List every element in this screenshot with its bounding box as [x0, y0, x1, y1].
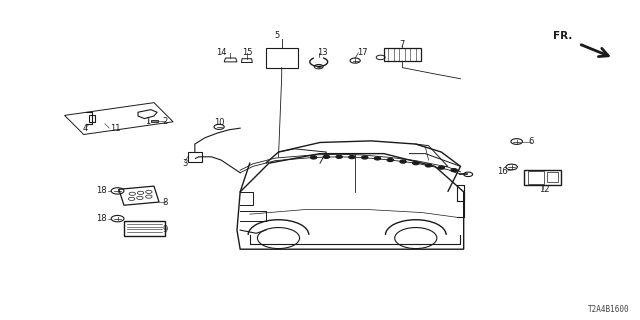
Text: 12: 12	[540, 185, 550, 194]
Text: 2: 2	[163, 116, 168, 126]
Bar	[124, 221, 166, 236]
Text: 18: 18	[95, 187, 106, 196]
Bar	[524, 170, 561, 186]
Bar	[384, 49, 421, 61]
Circle shape	[426, 164, 432, 167]
Circle shape	[438, 166, 445, 169]
Circle shape	[336, 155, 342, 158]
Circle shape	[413, 162, 419, 165]
Text: 18: 18	[95, 214, 106, 223]
Circle shape	[310, 156, 317, 159]
Circle shape	[451, 169, 458, 172]
Circle shape	[323, 155, 330, 158]
Bar	[547, 172, 557, 182]
Text: 6: 6	[528, 137, 533, 146]
Text: T2A4B1600: T2A4B1600	[588, 305, 630, 314]
Circle shape	[387, 158, 394, 162]
Bar	[528, 171, 544, 184]
Text: 8: 8	[163, 197, 168, 206]
Bar	[188, 152, 202, 162]
Text: 14: 14	[216, 48, 227, 58]
Text: 5: 5	[274, 31, 279, 40]
Text: 11: 11	[110, 124, 121, 132]
Bar	[266, 49, 298, 68]
Text: 10: 10	[214, 118, 225, 127]
Text: 3: 3	[182, 159, 188, 168]
Circle shape	[374, 157, 381, 160]
Text: 13: 13	[317, 48, 328, 58]
Text: 15: 15	[242, 48, 252, 58]
Bar	[152, 120, 158, 123]
Text: 16: 16	[497, 167, 508, 176]
Circle shape	[349, 156, 355, 159]
Text: 9: 9	[163, 225, 168, 234]
Text: 17: 17	[358, 48, 368, 58]
Text: FR.: FR.	[553, 30, 572, 41]
Circle shape	[362, 156, 368, 159]
Text: 1: 1	[145, 117, 150, 126]
Text: 7: 7	[400, 40, 405, 49]
Text: 4: 4	[83, 124, 88, 132]
Circle shape	[400, 160, 406, 163]
